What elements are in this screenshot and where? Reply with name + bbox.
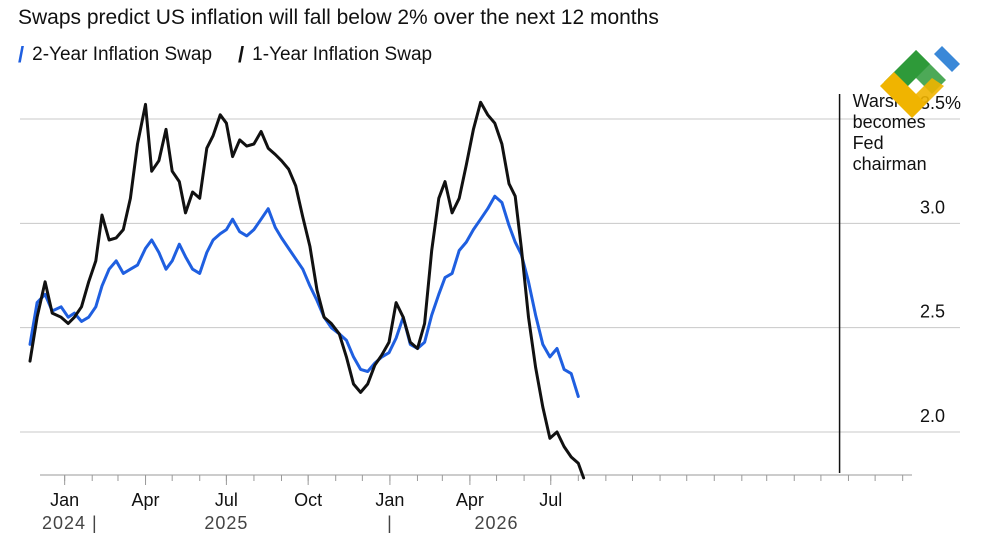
legend-swatch-1-year: / — [238, 42, 245, 67]
series-line-2-year — [28, 194, 580, 398]
y-tick-label: 2.0 — [920, 406, 945, 426]
x-tick-label: Oct — [294, 490, 322, 510]
legend: / 2-Year Inflation Swap / 1-Year Inflati… — [18, 44, 432, 66]
series-line-1-year — [28, 100, 586, 480]
chart-title: Swaps predict US inflation will fall bel… — [18, 6, 659, 29]
annotation-text: becomes — [853, 112, 926, 132]
legend-label-2-year: 2-Year Inflation Swap — [32, 44, 213, 65]
x-tick-label: Jan — [50, 490, 79, 510]
x-tick-label: Jan — [375, 490, 404, 510]
x-year-label: 2025 — [204, 513, 248, 533]
legend-item-2-year: / 2-Year Inflation Swap — [18, 44, 212, 66]
series-layer — [28, 100, 586, 480]
brand-logo-icon — [880, 46, 960, 118]
annotation-text: Fed — [853, 133, 884, 153]
x-tick-label: Apr — [132, 490, 160, 510]
y-axis: 2.02.53.03.5% — [920, 93, 961, 426]
annotation-text: chairman — [853, 154, 927, 174]
grid-layer — [20, 118, 960, 433]
y-tick-label: 2.5 — [920, 302, 945, 322]
x-year-label: | — [387, 513, 393, 533]
legend-item-1-year: / 1-Year Inflation Swap — [238, 44, 432, 66]
x-tick-label: Jul — [539, 490, 562, 510]
legend-swatch-2-year: / — [18, 42, 25, 67]
x-year-label: 2024 | — [42, 513, 98, 533]
x-tick-label: Jul — [215, 490, 238, 510]
x-tick-label: Apr — [456, 490, 484, 510]
x-year-label: 2026 — [475, 513, 519, 533]
y-tick-label: 3.0 — [920, 197, 945, 217]
x-axis: Jan Apr Jul Oct Jan Apr Jul 2024 | 2025 | 2026 — [40, 474, 912, 533]
legend-label-1-year: 1-Year Inflation Swap — [252, 44, 433, 65]
